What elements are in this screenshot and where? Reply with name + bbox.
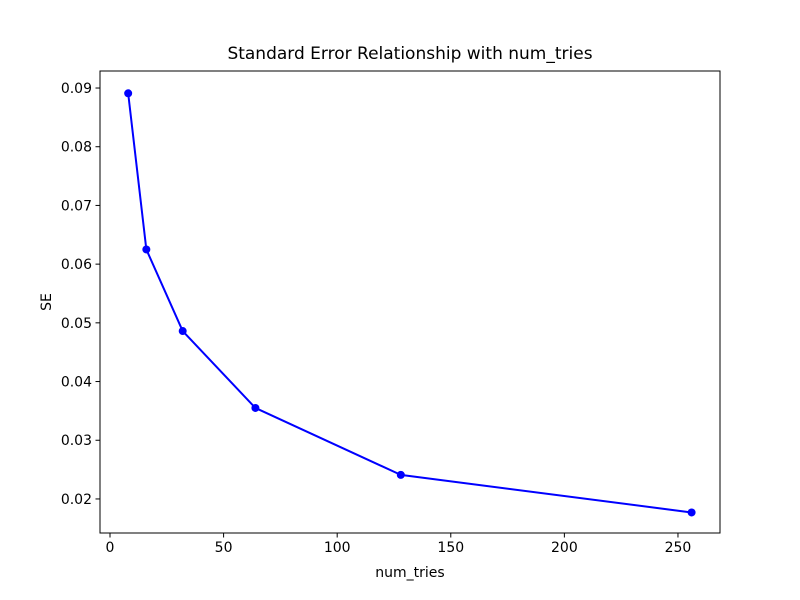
data-point xyxy=(178,327,187,336)
x-tick-label: 200 xyxy=(551,540,578,556)
y-tick-label: 0.06 xyxy=(61,257,92,273)
y-tick-label: 0.08 xyxy=(61,140,92,156)
y-axis-label: SE xyxy=(39,293,55,311)
y-tick-label: 0.02 xyxy=(61,492,92,508)
x-tick-label: 0 xyxy=(106,540,115,556)
x-tick-label: 150 xyxy=(437,540,464,556)
x-tick-label: 50 xyxy=(215,540,233,556)
x-axis-label: num_tries xyxy=(375,565,445,581)
data-point xyxy=(142,245,151,254)
x-tick-label: 250 xyxy=(665,540,692,556)
chart-title: Standard Error Relationship with num_tri… xyxy=(227,44,593,64)
y-tick-label: 0.03 xyxy=(61,433,92,449)
y-tick-label: 0.09 xyxy=(61,81,92,97)
y-tick-label: 0.07 xyxy=(61,198,92,214)
data-point xyxy=(687,508,696,517)
plot-area xyxy=(99,70,721,534)
data-point xyxy=(124,89,133,98)
data-line xyxy=(127,92,693,514)
data-point xyxy=(396,470,405,479)
x-tick-label: 100 xyxy=(324,540,351,556)
y-tick-label: 0.05 xyxy=(61,316,92,332)
y-tick-label: 0.04 xyxy=(61,375,92,391)
data-point xyxy=(251,403,260,412)
